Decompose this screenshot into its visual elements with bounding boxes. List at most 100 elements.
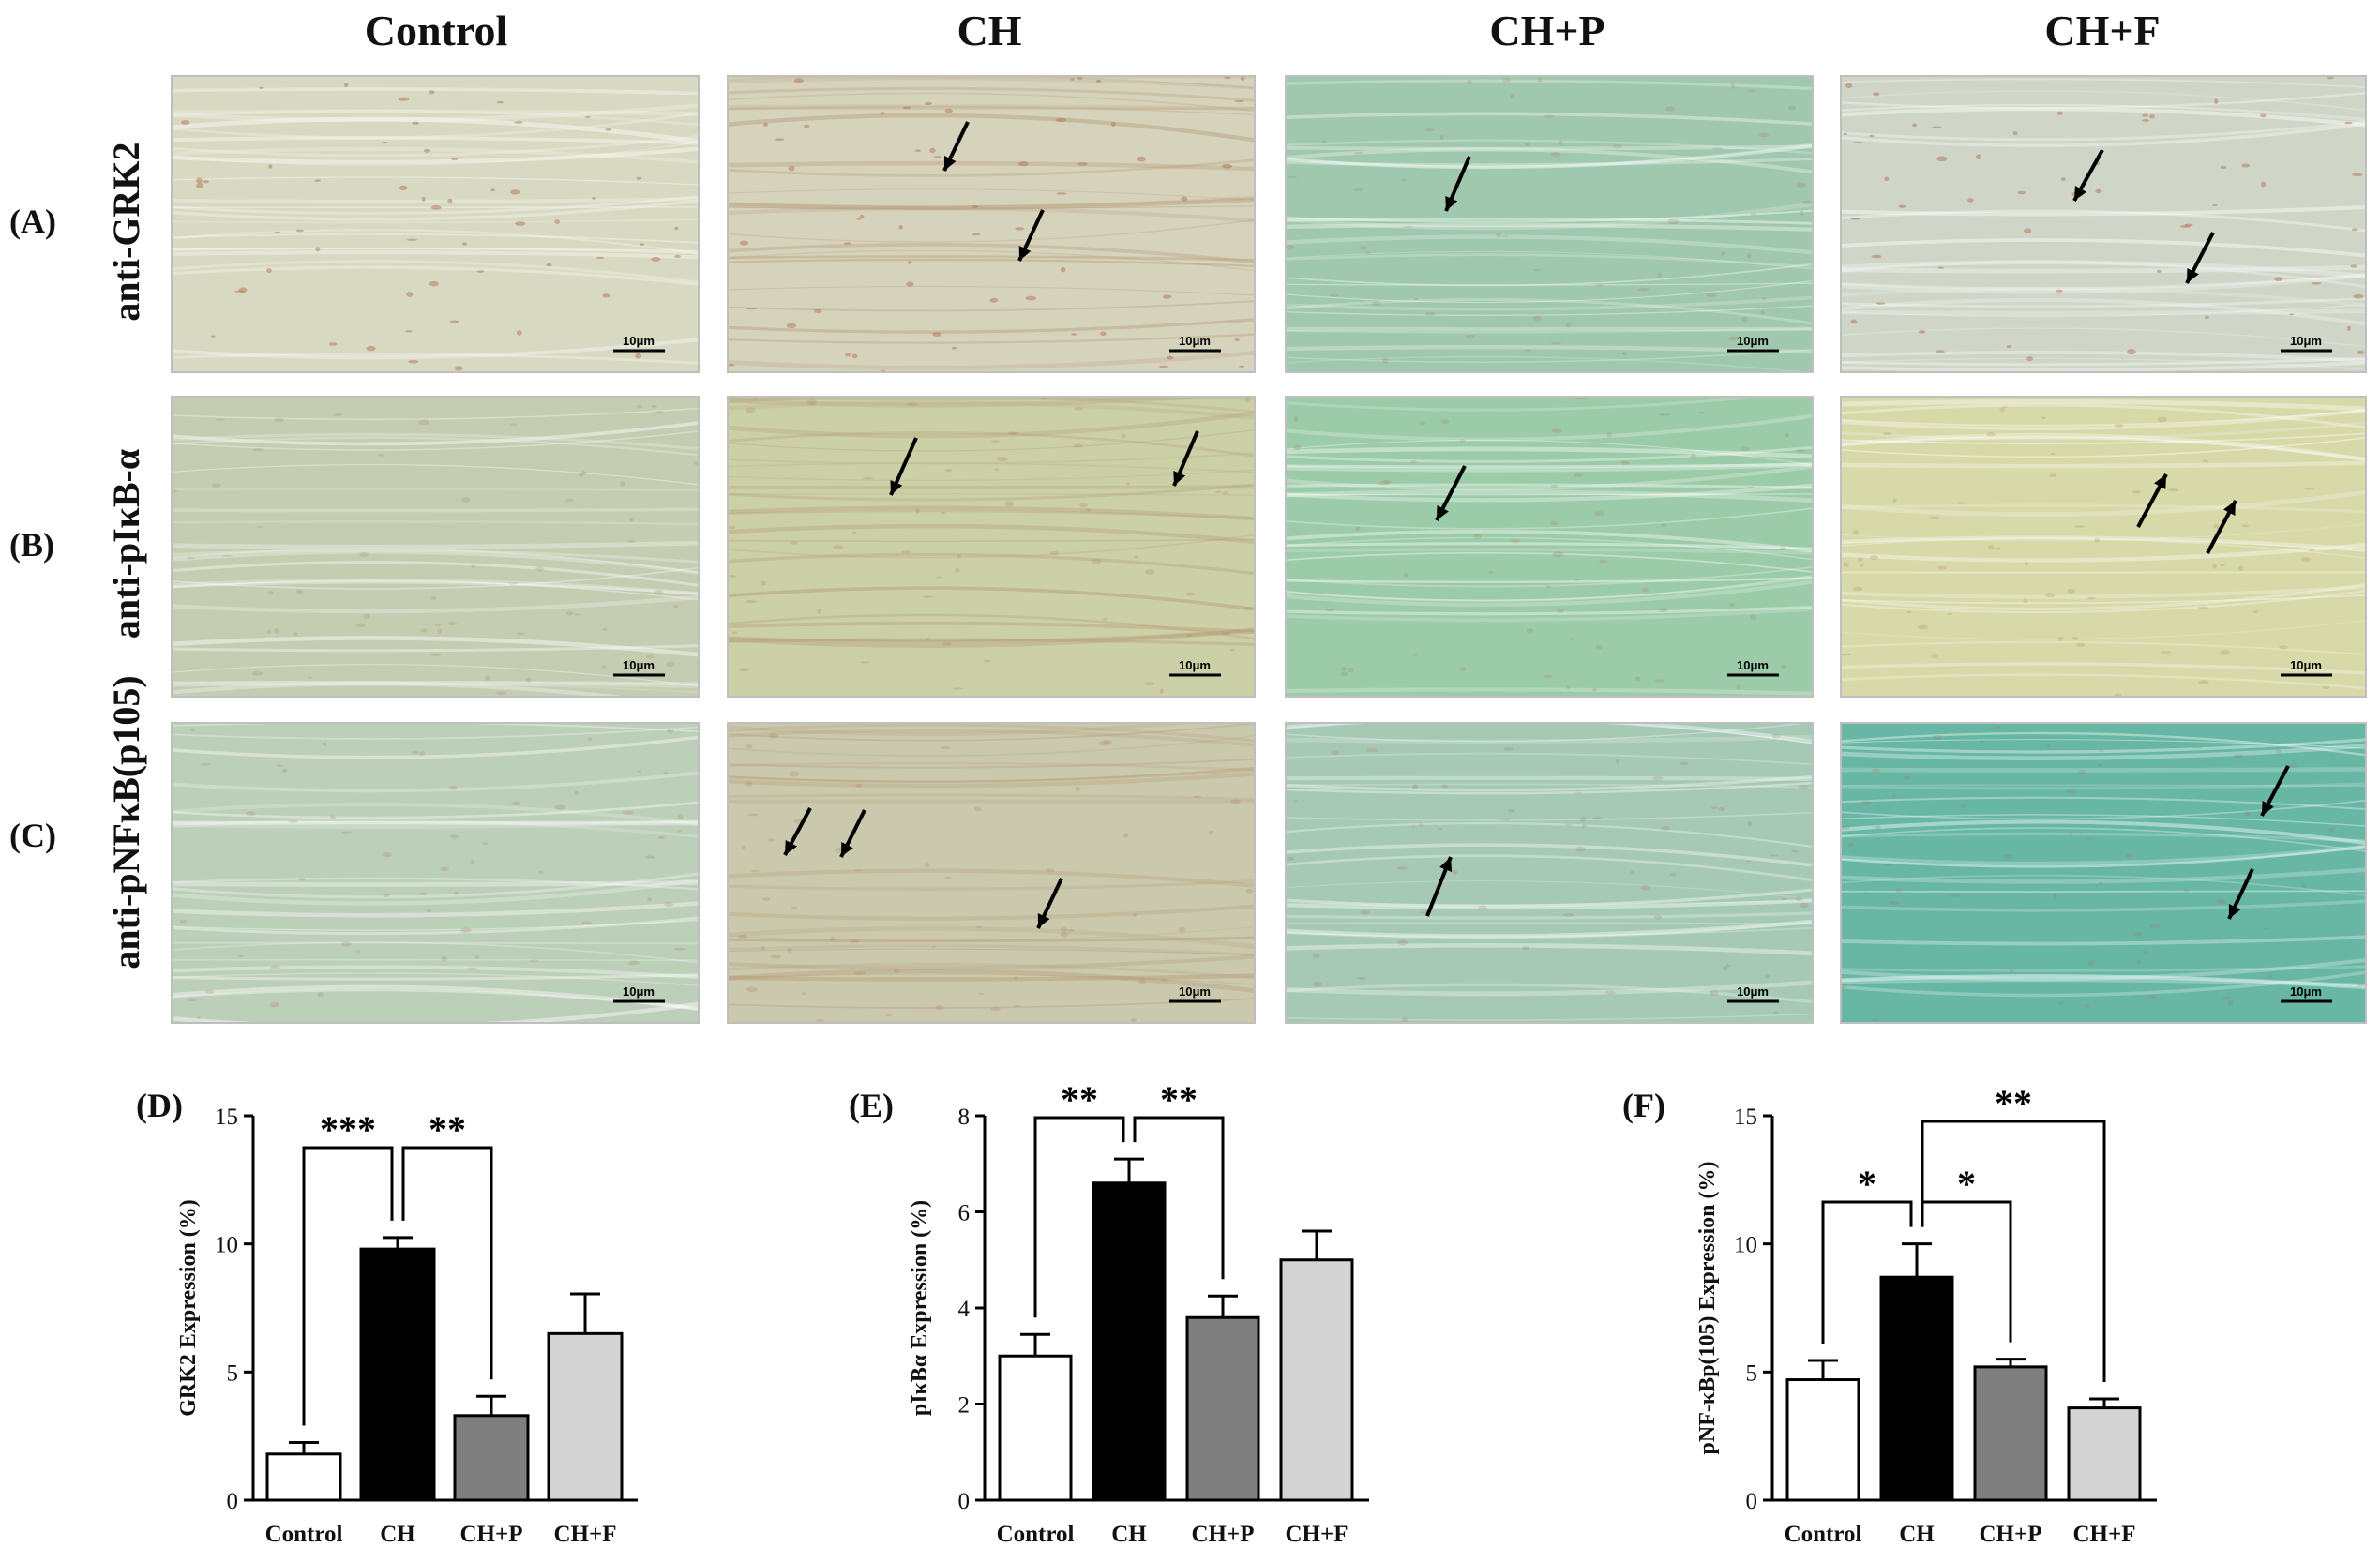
error-bar: [570, 1292, 600, 1334]
significance-bracket: [1921, 1120, 2106, 1383]
arrow-icon: [1444, 156, 1471, 212]
tissue-texture: 10μm: [1842, 77, 2365, 371]
micrograph-panel: 10μm: [1840, 396, 2367, 698]
tissue-texture: 10μm: [729, 77, 1254, 371]
arrow-icon: [2136, 473, 2168, 528]
y-tick-label: 5: [227, 1360, 239, 1386]
x-tick-label: CH+F: [553, 1522, 616, 1547]
significance-bracket: [1133, 1116, 1225, 1280]
error-bar: [476, 1394, 506, 1416]
y-tick-label: 4: [958, 1297, 971, 1322]
bar: [1092, 1181, 1167, 1502]
micrograph-panel: 10μm: [727, 75, 1256, 373]
micrograph-panel: 10μm: [1840, 75, 2367, 373]
tissue-texture: 10μm: [1842, 725, 2365, 1021]
row-letter-a: (A): [9, 203, 56, 240]
error-bar: [1114, 1157, 1144, 1183]
y-tick-label: 6: [958, 1201, 971, 1226]
tissue-texture: 10μm: [173, 83, 698, 371]
significance-label: **: [1061, 1078, 1098, 1120]
arrow-icon: [2227, 868, 2254, 920]
error-bar: [1902, 1242, 1932, 1278]
significance-label: **: [1160, 1078, 1198, 1120]
micrograph-panel: 10μm: [1285, 396, 1814, 698]
bar-chart-pnfkb: pNF-κBp(105) Expression (%) 0 5 10 15 Control…: [1695, 1082, 2157, 1547]
column-heading-ch-f: CH+F: [2044, 7, 2161, 54]
significance-bracket: [302, 1146, 394, 1426]
column-heading-ch-p: CH+P: [1489, 7, 1605, 54]
y-tick-label: 15: [215, 1105, 238, 1130]
scale-bar-label: 10μm: [2290, 658, 2322, 672]
y-tick-label: 5: [1746, 1360, 1758, 1386]
arrow-icon: [889, 437, 918, 496]
error-bar: [1996, 1358, 2026, 1367]
arrow-icon: [839, 809, 866, 858]
significance-label: **: [1995, 1082, 2032, 1124]
bar: [547, 1331, 624, 1502]
scale-bar-label: 10μm: [1737, 984, 1769, 999]
y-axis-label: pIκBα Expression (%): [908, 1200, 932, 1416]
x-tick-label: CH: [380, 1522, 415, 1547]
tissue-texture: 10μm: [1287, 398, 1812, 696]
scale-bar-label: 10μm: [2290, 984, 2322, 999]
scale-bar-label: 10μm: [1179, 984, 1211, 999]
column-heading-control: Control: [364, 7, 508, 54]
y-tick-label: 2: [958, 1393, 971, 1419]
bar: [1973, 1365, 2048, 1502]
bar: [1279, 1258, 1354, 1502]
arrow-icon: [783, 807, 812, 856]
chart-letter-f: (F): [1622, 1087, 1665, 1124]
y-tick-label: 15: [1734, 1105, 1757, 1130]
arrow-icon: [1036, 878, 1063, 929]
x-tick-label: CH+P: [1979, 1522, 2041, 1547]
bar: [1185, 1315, 1260, 1502]
y-axis-label: GRK2 Expression (%): [176, 1199, 201, 1417]
scale-bar-label: 10μm: [623, 984, 655, 999]
x-tick-label: CH: [1111, 1522, 1147, 1547]
micrograph-panel: 10μm: [727, 396, 1256, 698]
bar: [359, 1247, 436, 1502]
bar: [1785, 1378, 1860, 1502]
tissue-texture: 10μm: [1287, 77, 1812, 371]
y-axis-label: pNF-κBp(105) Expression (%): [1695, 1162, 1720, 1455]
chart-letter-e: (E): [849, 1087, 894, 1124]
significance-label: *: [1957, 1163, 1976, 1205]
bar-chart-grk2: GRK2 Expression (%) 0 5 10 15 Control CH CH+P CH…: [176, 1105, 638, 1547]
y-tick-label: 10: [215, 1233, 238, 1258]
tissue-texture: 10μm: [173, 724, 698, 1022]
micrograph-panel: 10μm: [1285, 75, 1814, 373]
bar: [265, 1452, 342, 1502]
error-bar: [1302, 1229, 1332, 1260]
y-tick-label: 0: [1746, 1489, 1758, 1514]
y-tick-label: 10: [1734, 1233, 1757, 1258]
x-tick-label: Control: [997, 1522, 1075, 1547]
bar: [2067, 1406, 2142, 1502]
bar: [998, 1354, 1073, 1502]
scale-bar-label: 10μm: [1179, 334, 1211, 348]
error-bar: [289, 1441, 319, 1454]
micrograph-panel: 10μm: [171, 396, 700, 698]
tissue-texture: 10μm: [173, 404, 698, 696]
x-tick-label: CH+F: [2072, 1522, 2135, 1547]
x-tick-label: Control: [1785, 1522, 1862, 1547]
tissue-texture: 10μm: [1287, 724, 1812, 1022]
micrograph-panel: 10μm: [171, 722, 700, 1024]
scale-bar-label: 10μm: [623, 334, 655, 348]
significance-label: *: [1858, 1163, 1876, 1205]
y-tick-label: 0: [227, 1489, 239, 1514]
significance-label: ***: [320, 1108, 376, 1150]
arrow-icon: [1017, 209, 1045, 262]
x-tick-label: CH: [1899, 1522, 1935, 1547]
significance-bracket: [401, 1146, 493, 1380]
x-tick-label: CH+P: [459, 1522, 522, 1547]
arrow-icon: [942, 121, 970, 172]
arrow-icon: [1435, 465, 1467, 521]
row-letter-b: (B): [9, 526, 54, 564]
micrograph-panel: 10μm: [1840, 722, 2367, 1024]
error-bar: [1020, 1332, 1050, 1357]
chart-letter-d: (D): [136, 1087, 183, 1124]
significance-bracket: [1033, 1116, 1125, 1318]
y-tick-label: 0: [958, 1489, 971, 1514]
scale-bar-label: 10μm: [1179, 658, 1211, 672]
scale-bar-label: 10μm: [2290, 334, 2322, 348]
